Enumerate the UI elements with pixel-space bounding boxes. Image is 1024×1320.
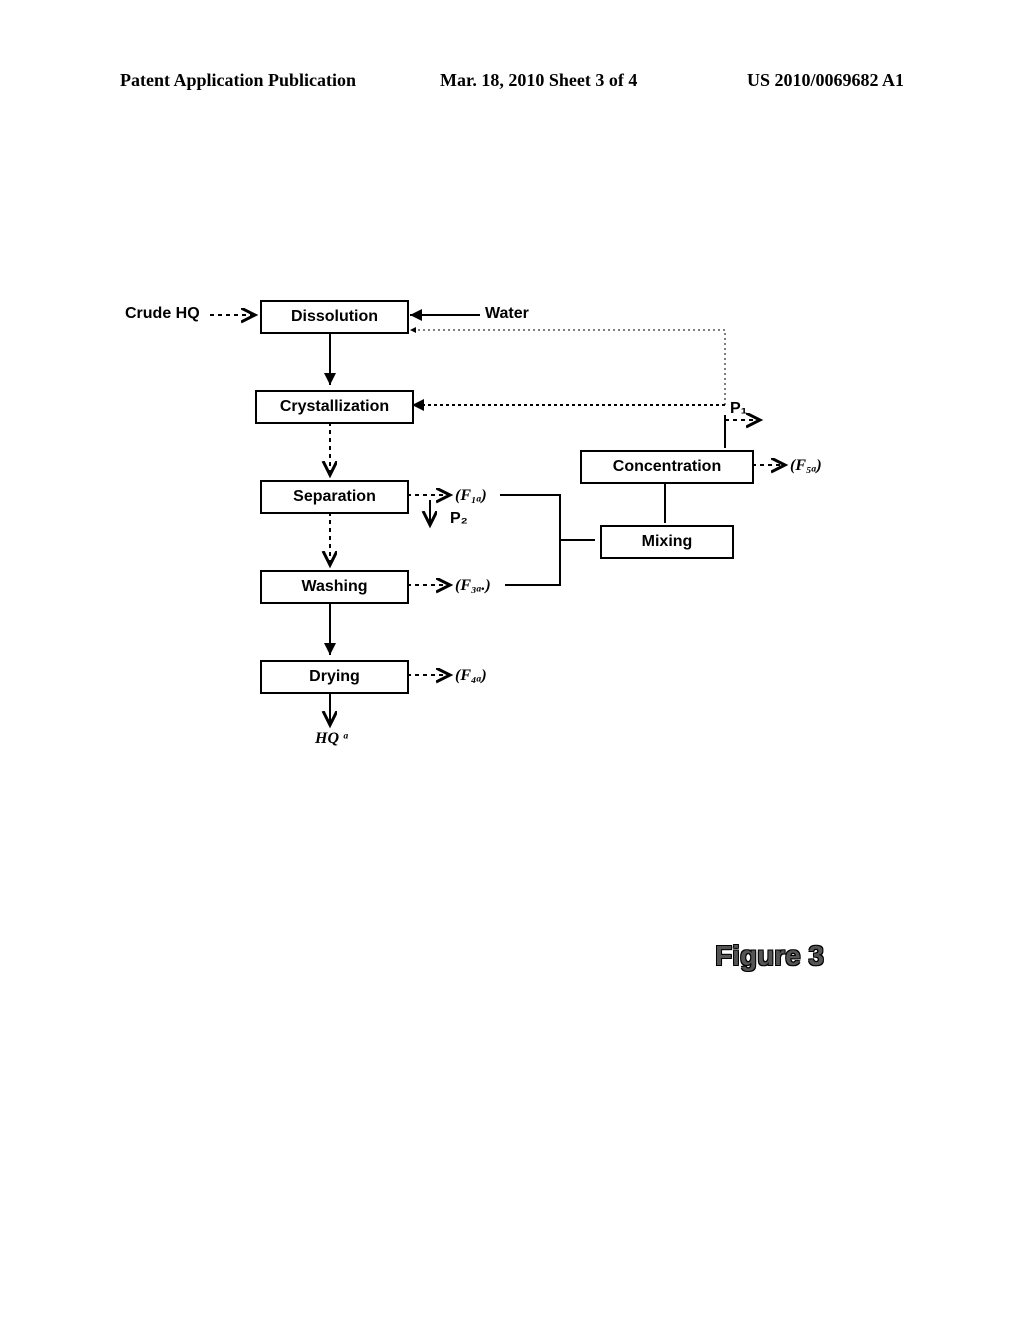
header-mid: Mar. 18, 2010 Sheet 3 of 4 <box>440 70 637 91</box>
flowchart: Crude HQ Water Dissolution Crystallizati… <box>130 300 830 820</box>
connectors <box>130 300 830 820</box>
figure-caption: Figure 3 <box>715 940 824 972</box>
header-left: Patent Application Publication <box>120 70 356 91</box>
header-right: US 2010/0069682 A1 <box>747 70 904 91</box>
